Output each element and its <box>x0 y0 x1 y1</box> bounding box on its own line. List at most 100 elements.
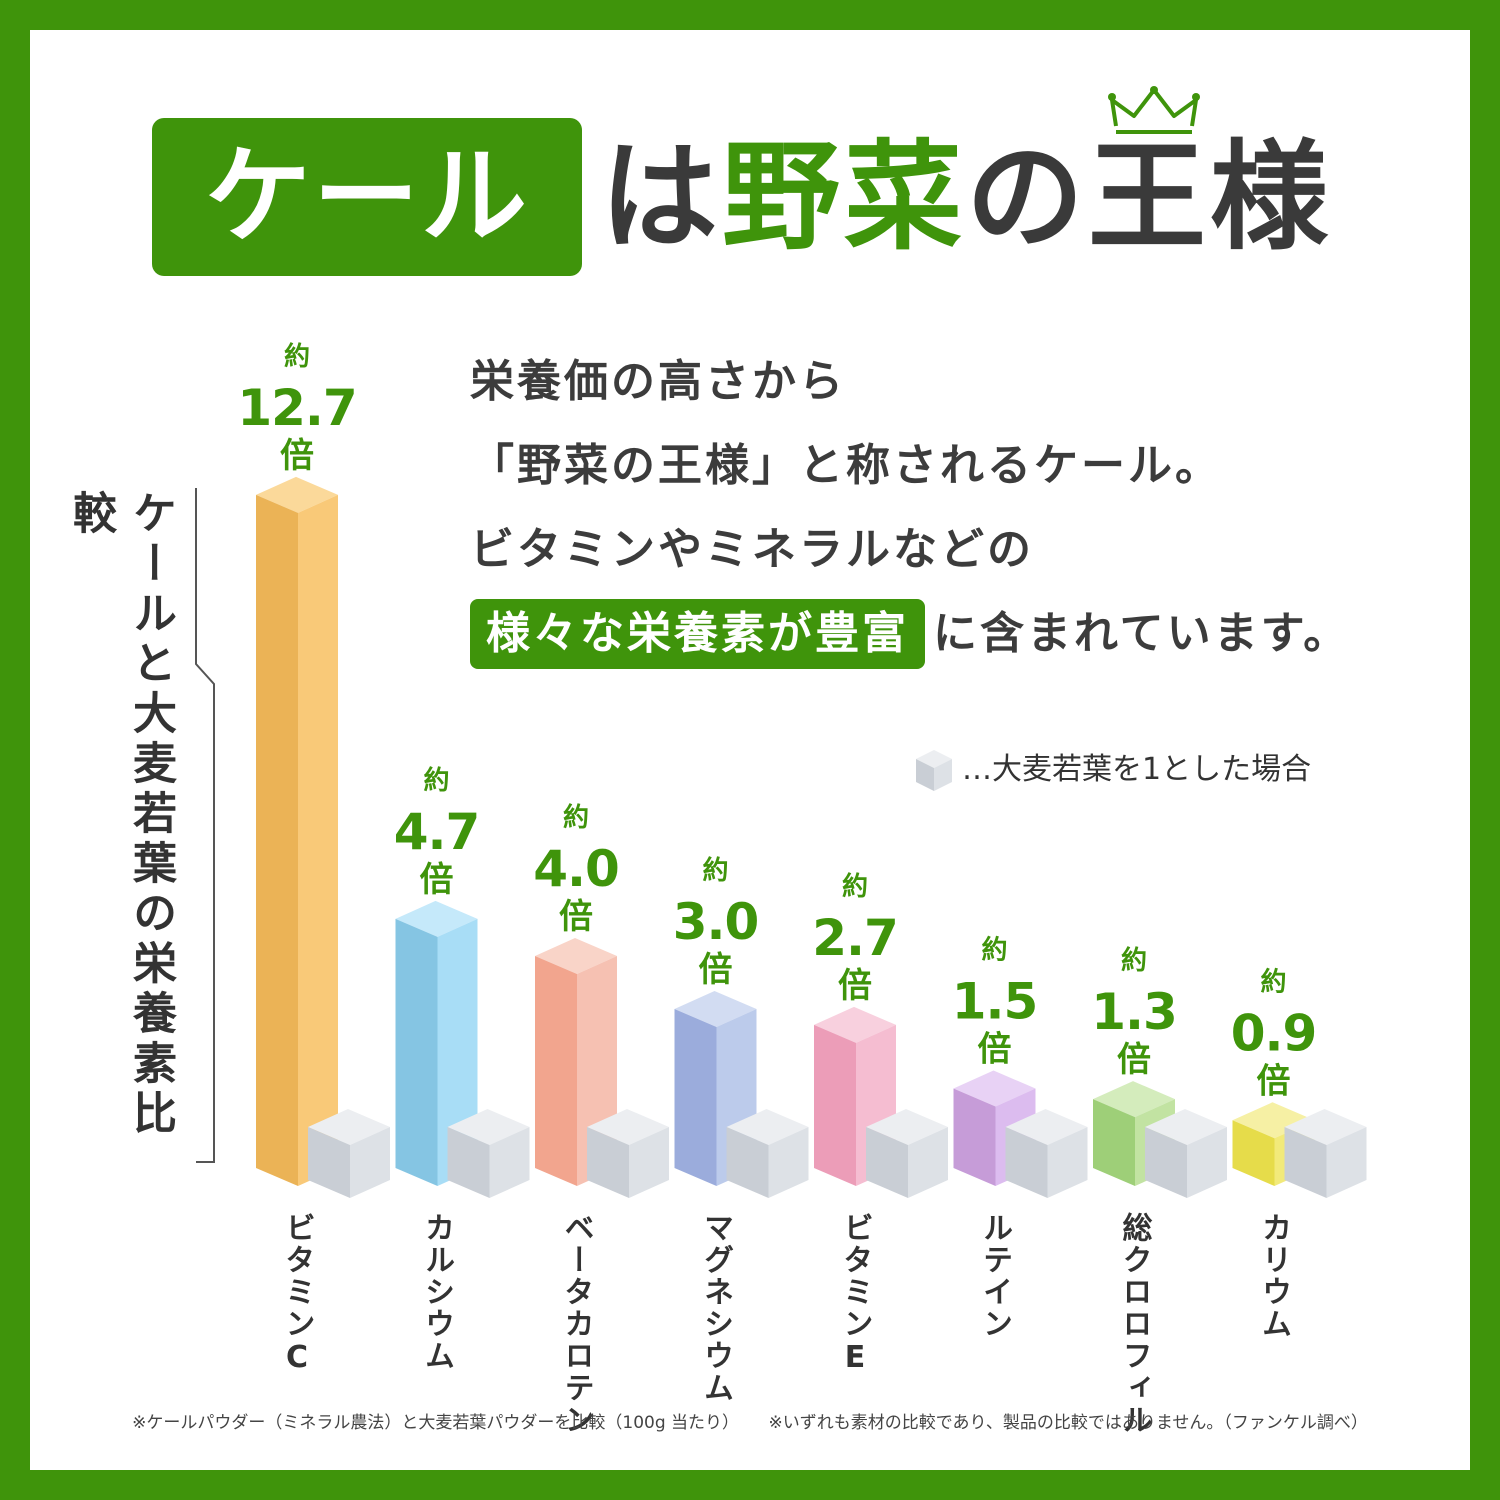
bar-5-front <box>953 1088 996 1186</box>
category-label-4: ビタミンE <box>838 1212 873 1377</box>
reference-cube-7-front <box>1284 1127 1327 1198</box>
title-particle: は <box>600 128 723 266</box>
reference-cube-1 <box>447 1109 530 1198</box>
value-label-number-3: 3.0 <box>673 893 759 951</box>
reference-cube-1-side <box>489 1127 530 1198</box>
bar-0-top <box>256 476 338 513</box>
reference-cube-5-top <box>1005 1109 1088 1145</box>
reference-cube-3-front <box>726 1127 769 1198</box>
bar-4-top <box>814 1006 896 1043</box>
reference-cube-4-side <box>908 1127 948 1198</box>
reference-cube-5-front <box>1005 1127 1048 1198</box>
reference-cube-0-front <box>308 1127 350 1198</box>
reference-cube-5 <box>1005 1109 1088 1198</box>
category-label-7: カリウム <box>1256 1212 1291 1340</box>
category-label-6: 総クロロフィル <box>1117 1212 1153 1436</box>
category-label-2: ベータカロテン <box>559 1212 594 1436</box>
gray-cube-icon <box>916 750 952 791</box>
value-label-4: 約 2.7倍 <box>812 871 899 1006</box>
category-label-3: マグネシウム <box>698 1212 733 1404</box>
reference-cube-2 <box>587 1109 669 1198</box>
bar-3-top <box>674 991 757 1027</box>
reference-cube-1-top <box>447 1109 530 1145</box>
bar-6-front <box>1093 1099 1135 1186</box>
value-label-suffix-7: 倍 <box>1257 1061 1291 1101</box>
reference-cube-7 <box>1284 1109 1367 1198</box>
description-line-4: 様々な栄養素が豊富 に含まれています。 <box>470 592 1430 676</box>
bar-2-top <box>535 938 617 974</box>
reference-cube-4-front <box>866 1127 908 1198</box>
legend-text: …大麦若葉を1とした場合 <box>962 752 1312 787</box>
bar-0 <box>256 476 338 1186</box>
value-label-suffix-3: 倍 <box>699 950 733 990</box>
value-label-prefix-3: 約 <box>702 855 728 886</box>
value-label-suffix-2: 倍 <box>559 897 593 937</box>
reference-cube-4 <box>866 1109 948 1198</box>
value-label-0: 約 12.7倍 <box>237 341 357 476</box>
side-label-text: ケールと大麦若葉の栄養素比較 <box>65 490 176 1140</box>
value-label-number-4: 2.7 <box>812 909 898 967</box>
value-label-prefix-5: 約 <box>981 935 1007 966</box>
description-line-2: 「野菜の王様」と称されるケール。 <box>470 440 1222 491</box>
value-label-number-2: 4.0 <box>533 840 619 898</box>
reference-cube-3-side <box>768 1127 809 1198</box>
reference-cube-0-side <box>350 1127 390 1198</box>
value-label-number-7: 0.9 <box>1231 1004 1317 1062</box>
reference-cube-6 <box>1145 1109 1227 1198</box>
bar-0-side <box>298 494 338 1186</box>
title-text: は野菜の王様 <box>600 118 1332 276</box>
value-label-number-5: 1.5 <box>952 973 1038 1031</box>
reference-cube-6-top <box>1145 1109 1227 1145</box>
title-badge-text: ケール <box>205 135 529 258</box>
reference-cube-0-top <box>308 1109 390 1145</box>
reference-cube-2-side <box>629 1127 669 1198</box>
value-label-number-1: 4.7 <box>394 803 480 861</box>
bar-1-top <box>395 900 478 937</box>
value-label-suffix-0: 倍 <box>280 436 314 476</box>
value-label-number-0: 12.7 <box>237 379 356 437</box>
value-label-7: 約 0.9倍 <box>1231 966 1318 1101</box>
reference-cube-7-side <box>1326 1127 1367 1198</box>
reference-cube-3 <box>726 1109 809 1198</box>
value-label-2: 約 4.0倍 <box>533 802 620 937</box>
bar-0-front <box>256 494 298 1186</box>
value-label-prefix-7: 約 <box>1260 966 1286 997</box>
description-line-3: ビタミンやミネラルなどの <box>470 524 1034 575</box>
value-label-6: 約 1.3倍 <box>1091 945 1178 1080</box>
bar-3-front <box>674 1009 717 1186</box>
title-badge: ケール <box>152 118 582 276</box>
value-label-3: 約 3.0倍 <box>673 855 760 990</box>
value-label-number-6: 1.3 <box>1091 983 1177 1041</box>
bar-4-front <box>814 1024 856 1186</box>
bar-2-front <box>535 956 577 1186</box>
reference-cube-6-front <box>1145 1127 1187 1198</box>
value-label-prefix-4: 約 <box>842 871 868 902</box>
value-label-suffix-1: 倍 <box>420 860 454 900</box>
value-label-suffix-6: 倍 <box>1117 1040 1151 1080</box>
category-label-0: ビタミンC <box>280 1212 315 1377</box>
headline: ケール は野菜の王様 <box>0 0 1500 320</box>
footer-note-2: ※いずれも素材の比較であり、製品の比較ではありません。（ファンケル調べ） <box>768 1413 1368 1433</box>
value-label-prefix-0: 約 <box>284 341 310 372</box>
bar-7-front <box>1232 1120 1275 1186</box>
value-label-5: 約 1.5倍 <box>952 935 1039 1070</box>
reference-cube-7-top <box>1284 1109 1367 1145</box>
reference-cube-1-front <box>447 1127 490 1198</box>
reference-cube-4-top <box>866 1109 948 1145</box>
side-label: ケールと大麦若葉の栄養素比較 <box>65 480 180 1170</box>
description-line-1: 栄養価の高さから <box>470 356 846 407</box>
value-label-prefix-1: 約 <box>423 765 449 796</box>
reference-cube-3-top <box>726 1109 809 1145</box>
value-label-suffix-5: 倍 <box>978 1030 1012 1070</box>
description-highlight: 様々な栄養素が豊富 <box>470 599 925 669</box>
description: 栄養価の高さから 「野菜の王様」と称されるケール。 ビタミンやミネラルなどの 様… <box>470 340 1430 676</box>
category-label-1: カルシウム <box>419 1212 454 1372</box>
value-label-1: 約 4.7倍 <box>394 765 481 900</box>
reference-cube-2-top <box>587 1109 669 1145</box>
reference-cube-2-front <box>587 1127 629 1198</box>
value-label-prefix-6: 約 <box>1121 945 1147 976</box>
reference-cube-0 <box>308 1109 390 1198</box>
reference-cube-6-side <box>1187 1127 1227 1198</box>
